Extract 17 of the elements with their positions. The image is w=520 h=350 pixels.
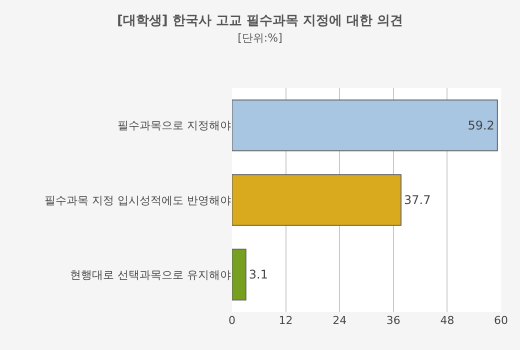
y-tick-label: 현행대로 선택과목으로 유지해야 (70, 268, 231, 282)
x-tick-label: 60 (494, 314, 508, 327)
y-tick-label: 필수과목 지정 입시성적에도 반영해야 (44, 194, 231, 207)
x-tick-label: 12 (278, 314, 293, 327)
chart-subtitle: [단위:%] (238, 31, 282, 44)
data-label: 37.7 (404, 193, 431, 207)
bar (232, 99, 498, 152)
x-tick-label: 24 (332, 314, 347, 327)
data-label: 3.1 (248, 268, 268, 282)
x-tick-label: 36 (386, 314, 400, 327)
y-tick-label: 필수과목으로 지정해야 (118, 119, 231, 132)
x-tick-label: 48 (440, 314, 454, 327)
data-label: 59.2 (468, 118, 494, 132)
x-tick-label: 0 (228, 314, 236, 327)
bar (232, 174, 402, 226)
bar (232, 248, 246, 301)
chart-title: [대학생] 한국사 고교 필수과목 지정에 대한 의견 (116, 14, 404, 28)
